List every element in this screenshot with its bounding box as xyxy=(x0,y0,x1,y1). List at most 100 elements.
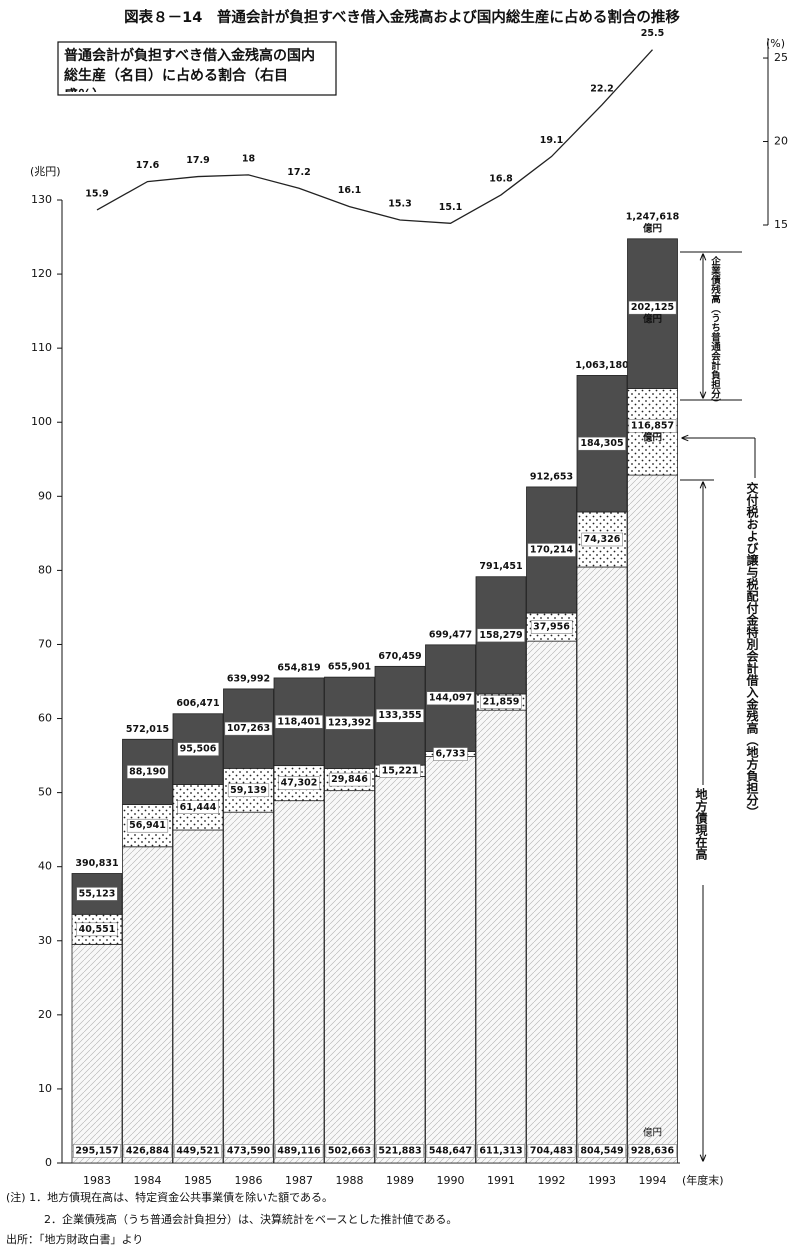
value-label: 107,263 xyxy=(227,723,270,734)
x-tick-label: 1992 xyxy=(538,1174,566,1187)
y-tick-label: 20 xyxy=(38,1008,52,1021)
label-box xyxy=(278,776,320,790)
chart-title: 図表８－14 普通会計が負担すべき借入金残高および国内総生産に占める割合の推移 xyxy=(124,8,680,26)
label-box xyxy=(123,1144,172,1158)
value-label: 74,326 xyxy=(584,534,621,545)
label-box xyxy=(224,1144,273,1158)
label-box xyxy=(628,1144,677,1158)
value-label: 88,190 xyxy=(129,766,166,777)
label-box xyxy=(275,1144,324,1158)
label-box xyxy=(477,1144,525,1158)
label-box xyxy=(477,628,525,643)
value-label: 123,392 xyxy=(328,717,371,728)
label-box xyxy=(126,765,169,779)
value-label: 184,305 xyxy=(580,438,623,449)
y-tick-label: 0 xyxy=(45,1156,52,1169)
y2-tick-label: 25 xyxy=(774,51,788,64)
line-label: 16.8 xyxy=(489,173,513,184)
value-label: 202,125 xyxy=(631,302,674,313)
total-label: 791,451 xyxy=(479,561,522,572)
total-label: 670,459 xyxy=(378,651,421,662)
value-label: 449,521 xyxy=(176,1146,219,1157)
label-box xyxy=(578,1144,626,1158)
total-label: 390,831 xyxy=(75,858,118,869)
note: 2．企業債残高（うち普通会計負担分）は、決算統計をベースとした推計値である。 xyxy=(44,1212,457,1226)
value-label: 6,733 xyxy=(435,749,465,760)
label-box xyxy=(227,783,270,798)
line-label: 17.2 xyxy=(287,167,310,178)
total-label: 655,901 xyxy=(328,662,371,673)
label-box xyxy=(527,1144,576,1158)
y-tick-label: 50 xyxy=(38,786,52,799)
note: (注) 1．地方債現在高は、特定資金公共事業債を除いた額である。 xyxy=(6,1190,333,1204)
total-label: 1,063,180 xyxy=(575,360,629,371)
y-axis-label: (兆円) xyxy=(30,165,61,178)
bar-segment xyxy=(324,790,375,1164)
line-label: 25.5 xyxy=(641,28,664,39)
label-box xyxy=(174,1144,222,1158)
bar-segment xyxy=(71,943,123,1164)
total-label: 699,477 xyxy=(429,629,472,640)
value-label: 928,636 xyxy=(631,1146,675,1157)
label-box xyxy=(325,1144,374,1158)
bar-segment xyxy=(374,776,426,1164)
label-box xyxy=(628,419,677,433)
x-tick-label: 1993 xyxy=(588,1174,616,1187)
y-tick-label: 70 xyxy=(38,637,52,650)
y-tick-label: 100 xyxy=(31,415,52,428)
y-tick-label: 40 xyxy=(38,860,52,873)
y-tick-label: 90 xyxy=(38,489,52,502)
value-label: 61,444 xyxy=(180,802,217,813)
label-box xyxy=(224,721,273,736)
value-label: 158,279 xyxy=(479,630,522,641)
x-tick-label: 1987 xyxy=(285,1174,313,1187)
line-label: 22.2 xyxy=(590,83,613,94)
label-box xyxy=(376,1144,424,1158)
value-label: 116,857 xyxy=(631,420,674,431)
series-name: 企業債残高（うち普通会計負担分） xyxy=(709,256,720,406)
value-label: 473,590 xyxy=(227,1146,271,1157)
label-box xyxy=(275,715,323,729)
value-label: 56,941 xyxy=(129,820,166,831)
label-box xyxy=(76,887,118,901)
label-box xyxy=(328,772,371,787)
value-label: 37,956 xyxy=(533,622,570,633)
value-label: 521,883 xyxy=(378,1146,421,1157)
bar-segment xyxy=(425,756,476,1164)
bar-segment xyxy=(172,829,224,1164)
x-tick-label: 1983 xyxy=(83,1174,111,1187)
value-label: 489,116 xyxy=(277,1146,321,1157)
y-tick-label: 110 xyxy=(31,341,52,354)
total-label: 912,653 xyxy=(530,471,573,482)
unit-label: 億円 xyxy=(643,1127,662,1139)
bar-segment xyxy=(122,846,173,1164)
value-label: 502,663 xyxy=(328,1146,371,1157)
line-legend: 普通会計が負担すべき借入金残高の国内総生産（名目）に占める割合（右目盛％） xyxy=(64,48,315,92)
y-tick-label: 30 xyxy=(38,934,52,947)
label-box xyxy=(325,716,374,730)
bar-segment xyxy=(475,709,527,1164)
line xyxy=(96,49,653,224)
unit-label: 億円 xyxy=(643,222,662,234)
value-label: 40,551 xyxy=(79,924,116,935)
line-legend-box xyxy=(57,41,337,96)
bar-segment xyxy=(526,640,577,1164)
label-box xyxy=(73,1144,121,1158)
total-label: 572,015 xyxy=(126,724,169,735)
bar-segment xyxy=(273,800,325,1164)
label-box xyxy=(376,708,424,723)
label-box xyxy=(581,532,623,547)
x-tick-label: 1988 xyxy=(336,1174,364,1187)
line-label: 16.1 xyxy=(338,185,361,196)
total-label: 639,992 xyxy=(227,673,270,684)
source: 出所：「地方財政白書」より xyxy=(6,1232,143,1246)
value-label: 144,097 xyxy=(429,693,472,704)
value-label: 95,506 xyxy=(180,744,217,755)
bar-segment xyxy=(627,474,678,1164)
line-label: 15.1 xyxy=(439,202,462,213)
line-label: 17.9 xyxy=(186,155,209,166)
label-box xyxy=(177,742,219,756)
line-label: 18 xyxy=(242,153,256,164)
value-label: 47,302 xyxy=(281,778,318,789)
